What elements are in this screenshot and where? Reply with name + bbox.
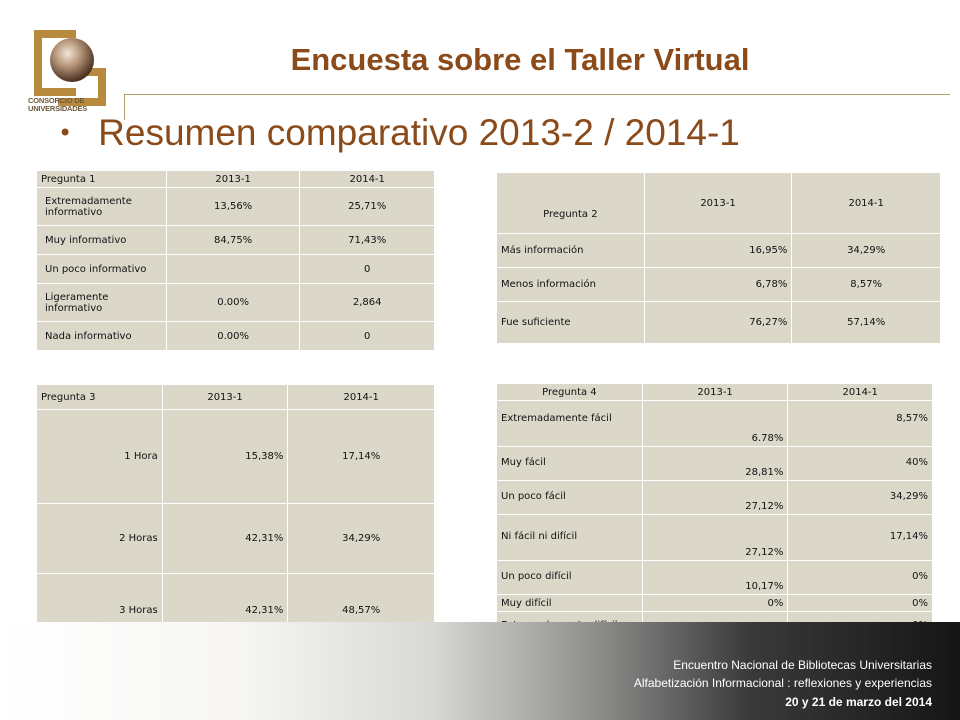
table-pregunta-4: Pregunta 4 2013-1 2014-1 Extremadamente … xyxy=(496,383,933,645)
consortium-logo xyxy=(34,30,106,106)
value-cell: 0% xyxy=(641,594,789,612)
header-cell: Pregunta 3 xyxy=(36,384,163,410)
header-cell: Pregunta 1 xyxy=(36,170,167,188)
header-cell: 2013-1 xyxy=(161,384,289,410)
header-cell: 2014-1 xyxy=(287,384,435,410)
value-cell: 28,81% xyxy=(641,446,789,481)
table-row: Muy informativo 84,75% 71,43% xyxy=(36,225,435,255)
table-row: 2 Horas 42,31% 34,29% xyxy=(36,503,435,574)
value-cell: 57,14% xyxy=(791,301,941,344)
header-cell: 2013-1 xyxy=(643,172,793,234)
table-row: Fue suficiente 76,27% 57,14% xyxy=(496,301,941,344)
value-cell: 0% xyxy=(787,560,933,595)
table-row: Extremadamente informativo 13,56% 25,71% xyxy=(36,187,435,226)
row-label: Extremadamente informativo xyxy=(36,187,167,226)
value-cell: 25,71% xyxy=(299,187,435,226)
table-row: Muy fácil 28,81% 40% xyxy=(496,446,933,481)
row-label: Un poco difícil xyxy=(496,560,643,595)
value-cell: 0.00% xyxy=(165,321,301,351)
subtitle-row: • Resumen comparativo 2013-2 / 2014-1 xyxy=(58,108,740,158)
table-row: Ni fácil ni difícil 27,12% 17,14% xyxy=(496,514,933,561)
header-cell: 2014-1 xyxy=(791,172,941,234)
row-label: Menos información xyxy=(496,267,645,302)
table-row: Un poco informativo 0 xyxy=(36,254,435,284)
row-label: Un poco fácil xyxy=(496,480,643,515)
row-label: Muy fácil xyxy=(496,446,643,481)
value-cell: 15,38% xyxy=(161,409,289,504)
value-cell: 42,31% xyxy=(161,503,289,574)
header-cell: 2014-1 xyxy=(299,170,435,188)
value-cell: 10,17% xyxy=(641,560,789,595)
value-cell: 6,78% xyxy=(643,267,793,302)
header-cell: 2014-1 xyxy=(787,383,933,401)
header-cell: 2013-1 xyxy=(165,170,301,188)
value-cell: 40% xyxy=(787,446,933,481)
table-pregunta-3: Pregunta 3 2013-1 2014-1 1 Hora 15,38% 1… xyxy=(36,384,435,647)
table-row: Extremadamente fácil 6.78% 8,57% xyxy=(496,400,933,447)
header-cell: Pregunta 2 xyxy=(496,172,645,234)
value-cell: 17,14% xyxy=(787,514,933,561)
value-cell: 8,57% xyxy=(787,400,933,447)
footer-event-theme: Alfabetización Informacional : reflexion… xyxy=(633,676,932,690)
value-cell: 71,43% xyxy=(299,225,435,255)
value-cell: 34,29% xyxy=(787,480,933,515)
row-label: Extremadamente fácil xyxy=(496,400,643,447)
value-cell: 0 xyxy=(299,254,435,284)
header-divider-vertical xyxy=(124,94,125,120)
table-header-row: Pregunta 2 2013-1 2014-1 xyxy=(496,172,941,234)
table-row: Nada informativo 0.00% 0 xyxy=(36,321,435,351)
value-cell: 8,57% xyxy=(791,267,941,302)
header-cell: Pregunta 4 xyxy=(496,383,643,401)
table-pregunta-1: Pregunta 1 2013-1 2014-1 Extremadamente … xyxy=(36,170,435,351)
value-cell: 2,864 xyxy=(299,283,435,322)
row-label: Ligeramente informativo xyxy=(36,283,167,322)
value-cell: 16,95% xyxy=(643,233,793,268)
table-row: Un poco difícil 10,17% 0% xyxy=(496,560,933,595)
row-label: Más información xyxy=(496,233,645,268)
table-header-row: Pregunta 4 2013-1 2014-1 xyxy=(496,383,933,401)
value-cell: 0% xyxy=(787,594,933,612)
table-row: Muy difícil 0% 0% xyxy=(496,594,933,612)
value-cell: 27,12% xyxy=(641,480,789,515)
value-cell: 84,75% xyxy=(165,225,301,255)
table-header-row: Pregunta 1 2013-1 2014-1 xyxy=(36,170,435,188)
footer-event-date: 20 y 21 de marzo del 2014 xyxy=(785,695,932,709)
value-cell xyxy=(165,254,301,284)
bullet-icon: • xyxy=(58,119,73,147)
table-row: Menos información 6,78% 8,57% xyxy=(496,267,941,302)
table-row: 1 Hora 15,38% 17,14% xyxy=(36,409,435,504)
table-row: Un poco fácil 27,12% 34,29% xyxy=(496,480,933,515)
table-row: Ligeramente informativo 0.00% 2,864 xyxy=(36,283,435,322)
logo-text: CONSORCIO DE UNIVERSIDADES xyxy=(28,96,88,113)
row-label: 1 Hora xyxy=(36,409,163,504)
row-label: Muy difícil xyxy=(496,594,643,612)
table-row: Más información 16,95% 34,29% xyxy=(496,233,941,268)
value-cell: 76,27% xyxy=(643,301,793,344)
value-cell: 27,12% xyxy=(641,514,789,561)
header-cell: 2013-1 xyxy=(641,383,789,401)
value-cell: 34,29% xyxy=(287,503,435,574)
row-label: Muy informativo xyxy=(36,225,167,255)
table-pregunta-2: Pregunta 2 2013-1 2014-1 Más información… xyxy=(496,172,941,344)
row-label: Un poco informativo xyxy=(36,254,167,284)
value-cell: 17,14% xyxy=(287,409,435,504)
table-header-row: Pregunta 3 2013-1 2014-1 xyxy=(36,384,435,410)
value-cell: 0.00% xyxy=(165,283,301,322)
value-cell: 0 xyxy=(299,321,435,351)
row-label: Ni fácil ni difícil xyxy=(496,514,643,561)
footer-event-name: Encuentro Nacional de Bibliotecas Univer… xyxy=(673,658,932,672)
page-title: Encuesta sobre el Taller Virtual xyxy=(290,42,750,77)
value-cell: 6.78% xyxy=(641,400,789,447)
row-label: Nada informativo xyxy=(36,321,167,351)
footer-band xyxy=(0,622,960,720)
row-label: Fue suficiente xyxy=(496,301,645,344)
value-cell: 34,29% xyxy=(791,233,941,268)
page-subtitle: Resumen comparativo 2013-2 / 2014-1 xyxy=(98,112,740,153)
row-label: 2 Horas xyxy=(36,503,163,574)
header-divider xyxy=(124,94,950,95)
value-cell: 13,56% xyxy=(165,187,301,226)
